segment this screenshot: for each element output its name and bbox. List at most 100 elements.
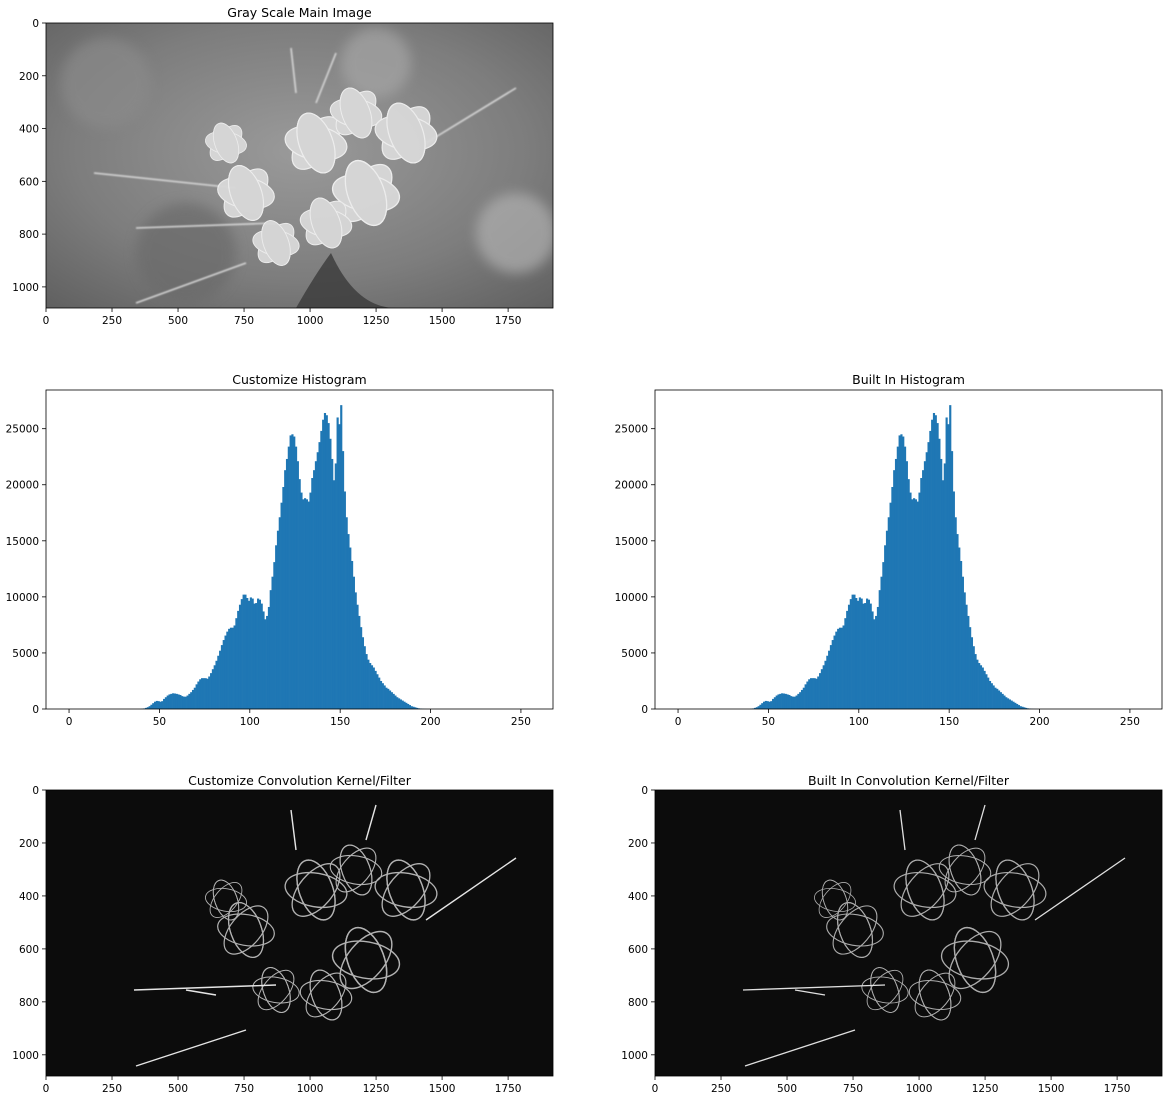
histogram-bar [220,645,224,709]
histogram-bar [309,492,312,709]
x-tick-label: 250 [102,1083,122,1095]
x-axis-ticks: 0 50 100 150 200 250 [66,709,531,728]
histogram-bar [784,693,787,709]
histogram-bar [390,692,393,709]
histogram-bar [983,670,986,709]
histogram-bar [394,695,397,709]
histogram-bar [846,610,849,709]
histogram-bar [988,680,992,709]
histogram-bar [896,446,899,709]
y-tick-label: 10000 [6,592,39,604]
x-tick-label: 0 [652,1083,659,1095]
x-tick-label: 150 [330,716,350,728]
x-tick-label: 50 [762,716,775,728]
x-tick-label: 1000 [906,1083,933,1095]
histogram-bar [979,665,983,709]
histogram-bar [278,517,281,709]
x-tick-label: 0 [43,1083,50,1095]
histogram-bar [360,627,363,709]
histogram-bar [280,502,283,709]
histogram-bar [284,470,287,709]
histogram-bar [876,606,880,709]
histogram-bar [860,598,863,709]
histogram-bar [177,694,180,709]
histogram-bar [258,599,261,709]
y-tick-label: 5000 [621,648,648,660]
histogram-bar [831,640,834,709]
histogram-bar [797,693,800,709]
histogram-bar [305,499,308,709]
histogram-bar [416,707,419,709]
histogram-bar [893,470,896,709]
histogram-bar [347,534,350,709]
histogram-bar [795,695,798,709]
y-tick-label: 5000 [12,648,39,660]
histogram-bar [963,592,966,709]
histogram-bar [909,492,912,709]
histogram-bar [791,696,795,709]
histogram-bar [916,501,919,709]
histogram-bar [271,576,274,709]
x-axis-ticks: 0 250 500 750 1000 1250 1500 1750 [43,1076,521,1095]
histogram-bar [340,405,343,709]
histogram-bar [229,627,233,709]
histogram-bar [965,604,968,709]
x-tick-label: 250 [102,315,122,327]
histogram-bar [889,502,892,709]
histogram-bar [806,681,809,709]
histogram-bar [356,604,359,709]
x-tick-label: 750 [234,315,254,327]
histogram-bar [969,627,972,709]
histogram-bar [918,492,921,709]
histogram-bar [853,594,856,709]
histogram-bar [770,701,773,709]
histogram-bar [401,700,404,709]
histogram-bar [381,683,384,709]
x-axis-ticks: 0 250 500 750 1000 1250 1500 1750 [652,1076,1130,1095]
histogram-bar [943,463,946,709]
histogram-bar [153,701,157,709]
x-tick-label: 250 [1120,716,1140,728]
histogram-bar [1003,695,1006,709]
histogram-bar [844,618,847,709]
histogram-bar [817,676,820,709]
x-tick-label: 1250 [363,1083,390,1095]
histogram-bar [246,597,249,709]
y-tick-label: 0 [641,704,648,716]
histogram-bar [945,417,948,709]
histogram-bar [369,663,372,709]
histogram-bar [922,470,925,709]
histogram-bar [835,631,838,709]
histogram-bar [811,678,814,709]
histogram-bar [146,707,149,709]
histogram-bar [325,415,328,709]
histogram-bar [300,492,303,709]
histogram-bar [781,693,784,709]
y-tick-label: 25000 [6,424,39,436]
x-tick-label: 1500 [429,315,456,327]
chart-title: Customize Convolution Kernel/Filter [188,773,412,788]
histogram-bar [949,405,952,709]
histogram-bar [235,618,238,709]
histogram-bar [840,627,843,709]
x-axis-ticks: 0 250 500 750 1000 1250 1500 1750 [43,308,521,327]
histogram-bar [826,655,829,709]
histogram-bar [354,592,357,709]
histogram-bar [331,458,334,709]
histogram-bar [773,697,776,709]
histogram-bar [878,590,881,709]
y-tick-label: 20000 [615,480,648,492]
histogram-bar [179,694,182,709]
histogram-bar [228,628,231,709]
histogram-bar [987,677,990,709]
histogram-bar [974,654,977,709]
histogram-bar [233,625,236,709]
histogram-bar [320,430,323,709]
convolution-edge-image [655,790,1162,1076]
histogram-bar [940,458,943,709]
histogram-bar [307,501,310,709]
histogram-bar [287,446,290,709]
x-tick-label: 250 [511,716,531,728]
histogram-bar [891,486,894,709]
histogram-bar [210,673,213,709]
